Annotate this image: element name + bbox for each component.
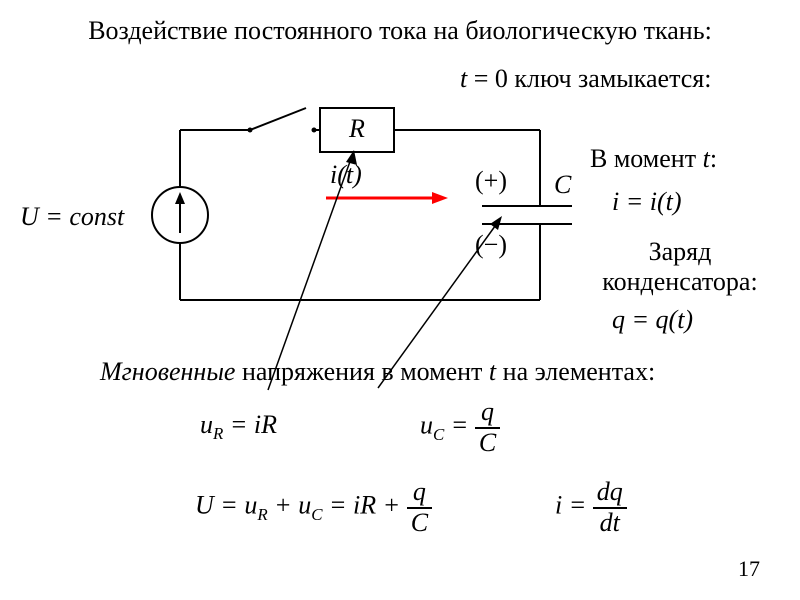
r-label: R	[320, 114, 394, 144]
eq-kirchhoff: U = uR + uC = iR + q C	[195, 478, 432, 537]
eq-i-dq: i = dq dt	[555, 478, 627, 537]
c-label: C	[554, 170, 571, 200]
minus-sign: (−)	[475, 230, 507, 260]
voltages-intro: Мгновенные напряжения в момент t на элем…	[100, 357, 655, 387]
plus-sign: (+)	[475, 166, 507, 196]
it-label: i(t)	[330, 160, 362, 190]
page-number: 17	[738, 556, 760, 582]
eq-uC: uC = q C	[420, 398, 500, 457]
eq-uR: uR = iR	[200, 410, 277, 444]
